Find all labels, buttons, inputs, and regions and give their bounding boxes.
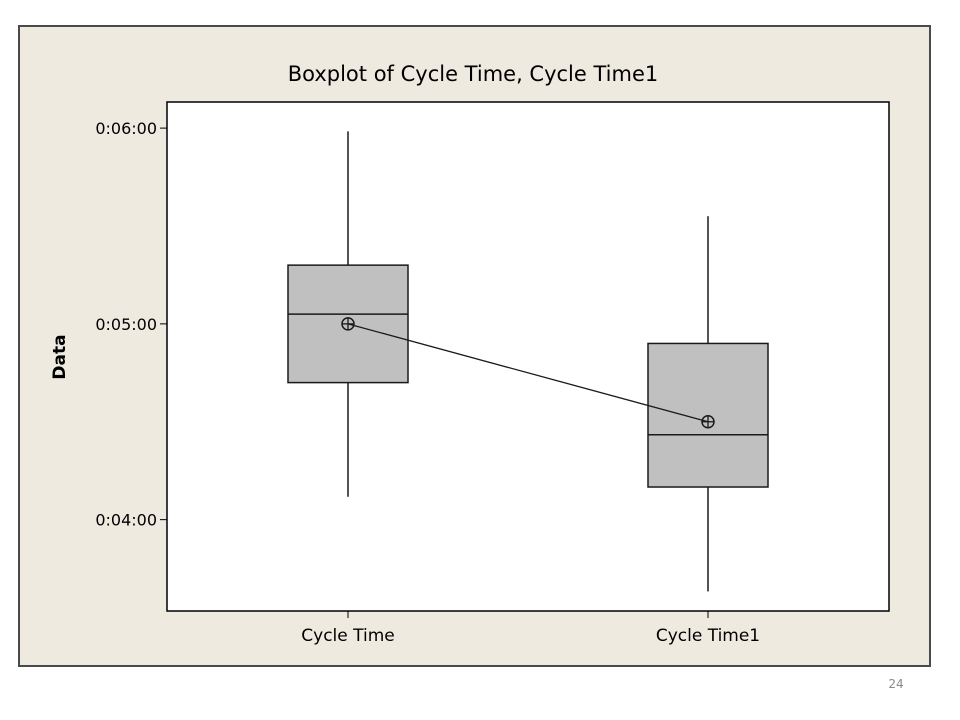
boxplot-chart: Boxplot of Cycle Time, Cycle Time1 Data … xyxy=(50,62,890,646)
y-tick-label: 0:06:00 xyxy=(95,119,157,138)
y-axis-label: Data xyxy=(50,334,70,379)
plot-area xyxy=(166,101,890,612)
page-number: 24 xyxy=(888,677,904,691)
mean-symbol xyxy=(701,415,715,429)
chart-title: Boxplot of Cycle Time, Cycle Time1 xyxy=(288,62,659,86)
figure-panel: Boxplot of Cycle Time, Cycle Time1 Data … xyxy=(18,25,931,667)
box-2 xyxy=(647,216,769,592)
x-tick-label: Cycle Time1 xyxy=(656,626,760,646)
mean-connect-line xyxy=(347,323,709,423)
x-axis-ticks: Cycle Time Cycle Time1 xyxy=(301,611,760,646)
mean-layer xyxy=(341,317,715,429)
y-tick-label: 0:05:00 xyxy=(95,315,157,334)
y-axis-ticks: 0:04:00 0:05:00 0:06:00 xyxy=(95,119,167,530)
y-tick-label: 0:04:00 xyxy=(95,511,157,530)
x-tick-label: Cycle Time xyxy=(301,626,394,646)
mean-symbol xyxy=(341,317,355,331)
